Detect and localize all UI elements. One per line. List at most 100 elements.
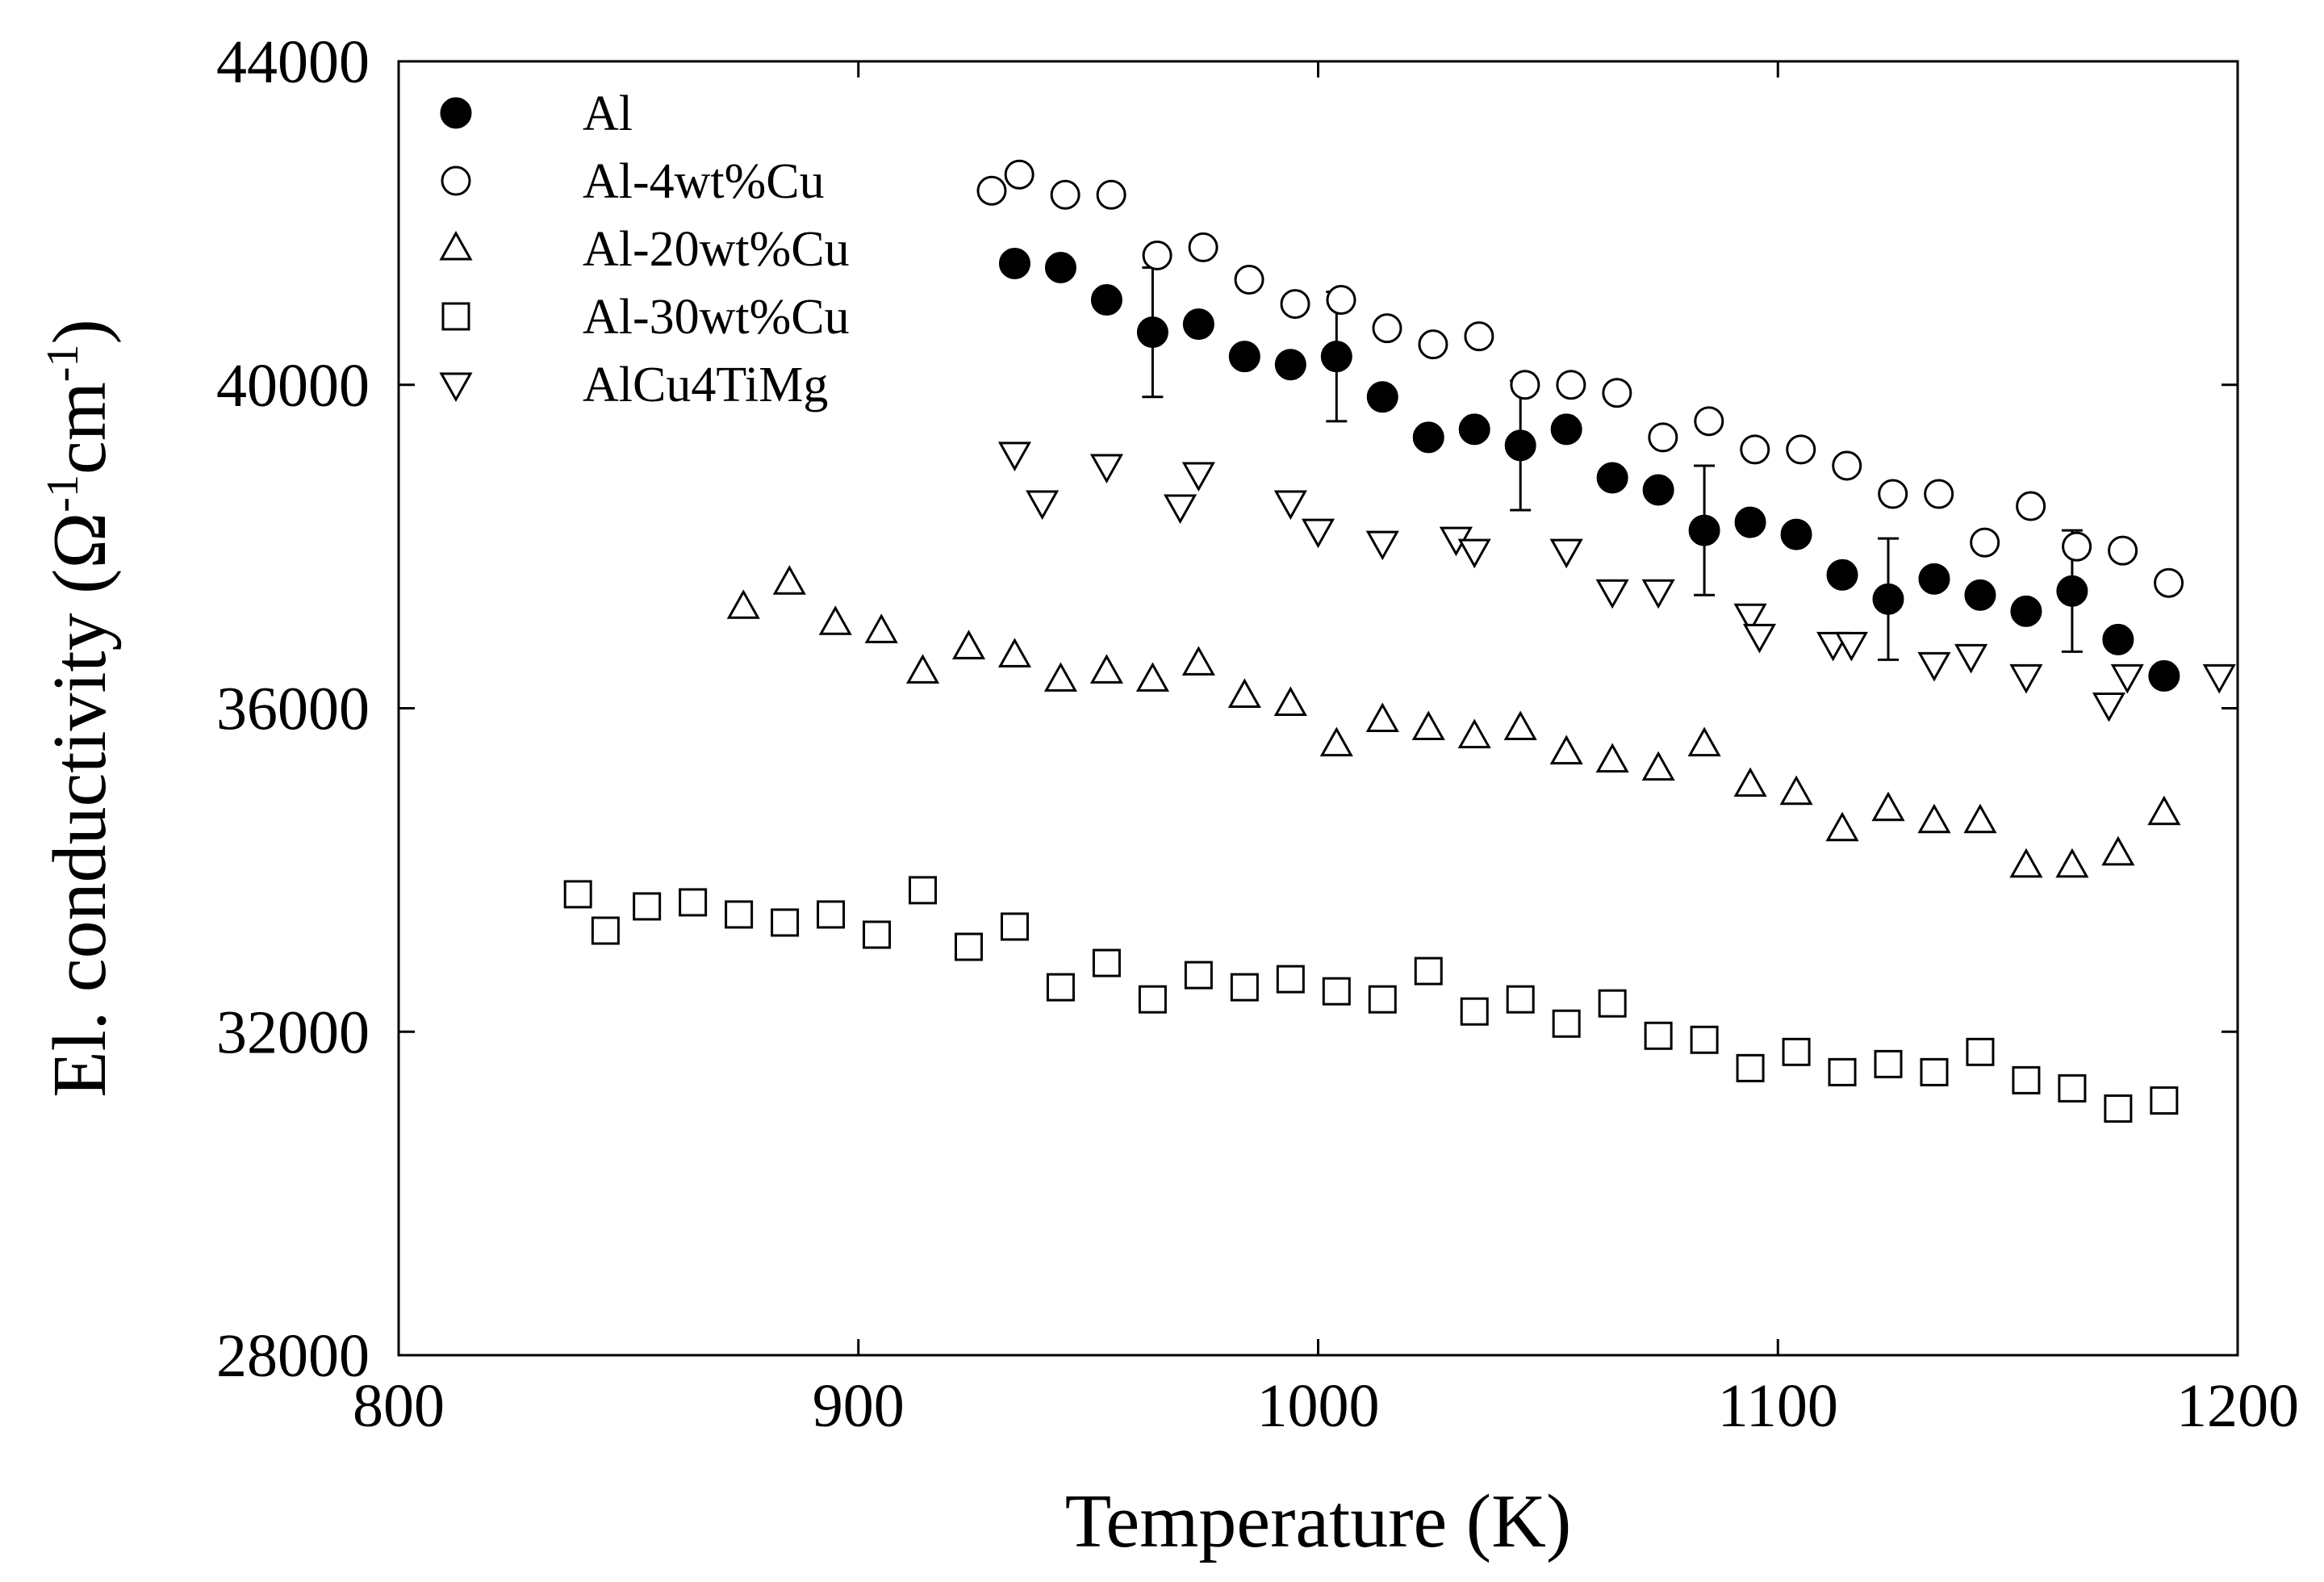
data-point [1779, 775, 1813, 806]
data-point [1227, 678, 1261, 708]
data-point [863, 920, 892, 949]
data-point [1648, 422, 1678, 453]
data-point [1089, 454, 1123, 483]
data-point [998, 247, 1030, 279]
data-point [1182, 308, 1214, 341]
data-point [1782, 1037, 1811, 1066]
legend-marker [441, 302, 470, 331]
data-point [1736, 1053, 1765, 1082]
data-point [1090, 284, 1122, 316]
data-markers [563, 159, 2236, 1123]
data-point [2055, 848, 2089, 878]
data-point [2150, 1086, 2179, 1115]
data-point [1687, 726, 1721, 757]
series-alcu4timg [997, 442, 2236, 722]
data-point [976, 175, 1007, 206]
data-point [1026, 490, 1060, 521]
data-point [1917, 651, 1951, 682]
series-al-4wt-cu [976, 159, 2184, 598]
data-point [1044, 251, 1076, 283]
data-point [2010, 595, 2042, 627]
data-point [1786, 434, 1816, 465]
x-axis-label: Temperature (K) [1065, 1479, 1572, 1563]
data-point [1234, 265, 1264, 295]
data-point [1828, 1057, 1857, 1086]
data-point [1872, 583, 1904, 615]
data-point [1504, 429, 1536, 462]
series-al-20wt-cu [726, 565, 2181, 878]
data-point [2104, 1094, 2133, 1123]
data-point [1694, 406, 1724, 437]
data-point [2202, 663, 2236, 694]
x-tick-label: 900 [813, 1372, 905, 1440]
y-axis-label: El. conductivity (Ω-1cm-1) [38, 319, 122, 1098]
data-point [1365, 702, 1399, 733]
data-point [2101, 835, 2135, 866]
legend-label: Al-4wt%Cu [583, 154, 825, 209]
data-point [1970, 527, 2000, 558]
data-point [1503, 710, 1537, 741]
data-point [1740, 434, 1770, 465]
data-point [1734, 506, 1766, 538]
data-point [679, 888, 708, 917]
data-point [1004, 159, 1035, 190]
data-point [1598, 989, 1627, 1018]
y-axis-label-exp2: -1 [38, 345, 88, 383]
data-point [1549, 734, 1583, 765]
data-point [954, 932, 983, 961]
data-point [2108, 535, 2138, 566]
data-point [1556, 370, 1586, 400]
data-point [1596, 462, 1628, 494]
data-point [1733, 767, 1767, 797]
data-point [1964, 579, 1996, 611]
data-point [726, 589, 760, 619]
data-point [2009, 848, 2043, 878]
y-tick-label: 40000 [216, 352, 370, 420]
data-point [1184, 960, 1213, 990]
data-point [2009, 663, 2043, 694]
data-point [1000, 912, 1029, 941]
data-point [817, 900, 846, 929]
data-point [1096, 179, 1126, 210]
data-point [1276, 965, 1305, 994]
data-point [1878, 479, 1908, 509]
tick-labels: 800 900 1000 1100 1200 28000 32000 36000 40000 44… [216, 28, 2299, 1440]
data-point [563, 880, 592, 909]
data-point [1550, 413, 1582, 446]
data-point [772, 565, 806, 595]
legend-item: AlCu4TiMg [439, 358, 828, 412]
legend-label: Al [583, 86, 633, 141]
data-point [1320, 341, 1352, 373]
data-point [997, 638, 1032, 668]
data-point [1326, 285, 1356, 316]
data-point [1274, 349, 1306, 381]
data-point [2016, 491, 2046, 521]
data-point [1780, 518, 1812, 550]
data-point [1834, 631, 1868, 662]
legend-label: AlCu4TiMg [583, 358, 828, 412]
legend-marker [439, 372, 473, 403]
data-point [1273, 490, 1307, 521]
data-point [1954, 643, 1988, 674]
data-point [1826, 559, 1858, 591]
data-point [2110, 663, 2144, 694]
y-tick-label: 32000 [216, 998, 370, 1066]
data-point [951, 630, 986, 659]
data-point [2062, 531, 2092, 562]
data-point [1366, 381, 1398, 413]
data-point [1963, 803, 1997, 834]
data-point [1595, 579, 1629, 609]
data-point [633, 892, 662, 921]
data-point [1322, 977, 1351, 1006]
data-point [2147, 795, 2181, 826]
data-point [1050, 179, 1080, 210]
data-point [1641, 751, 1675, 781]
data-point [1411, 710, 1445, 741]
data-point [1742, 623, 1777, 654]
y-axis-label-exp1: -1 [38, 475, 88, 513]
data-point [909, 876, 938, 905]
data-point [1043, 662, 1078, 692]
legend-item: Al-30wt%Cu [441, 290, 850, 345]
data-point [1365, 530, 1399, 561]
x-tick-label: 1200 [2176, 1372, 2299, 1440]
